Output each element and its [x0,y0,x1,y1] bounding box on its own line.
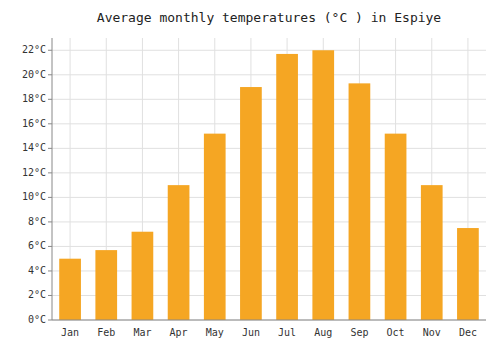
bar [349,83,371,320]
y-tick [48,246,52,247]
x-tick-label: Jan [61,327,79,338]
y-tick [48,320,52,321]
y-tick [48,197,52,198]
y-tick-label: 0°C [28,314,46,325]
bar [95,250,117,320]
grid-line-y [52,320,486,321]
x-ticks: Jan Feb Mar Apr May Jun Jul Aug Sep Oct Nov Dec [61,327,477,338]
y-tick-label: 14°C [22,142,46,153]
y-tick [48,270,52,271]
y-axis-line [52,38,53,320]
y-tick-label: 20°C [22,69,46,80]
bar [312,50,334,320]
y-tick-label: 6°C [28,240,46,251]
x-tick-label: Jun [242,327,260,338]
y-tick-label: 18°C [22,93,46,104]
y-tick-label: 8°C [28,216,46,227]
x-tick-label: Aug [314,327,332,338]
grid-line-y [52,99,486,100]
bars [59,50,479,320]
bar [421,185,443,320]
grid-line-y [52,74,486,75]
x-tick-label: Sep [350,327,368,338]
grid-line-y [52,50,486,51]
bar [457,228,479,320]
bar [59,259,81,320]
y-tick [48,74,52,75]
y-tick-label: 12°C [22,167,46,178]
x-axis-line [52,320,486,321]
y-tick [48,148,52,149]
grid-line-y [52,172,486,173]
x-tick-label: Jul [278,327,296,338]
bar [204,134,226,320]
grid-line-y [52,123,486,124]
bar [276,54,298,320]
grid [52,38,486,320]
y-tick [48,172,52,173]
y-tick-label: 2°C [28,289,46,300]
bar [132,232,154,320]
y-tick-label: 10°C [22,191,46,202]
y-tick [48,50,52,51]
grid-line-y [52,148,486,149]
y-tick [48,295,52,296]
x-tick-label: Mar [133,327,151,338]
y-tick-label: 22°C [22,44,46,55]
y-tick [48,221,52,222]
bar [385,134,407,320]
y-tick-label: 4°C [28,265,46,276]
bar [168,185,190,320]
y-ticks: 0°C 2°C 4°C 6°C 8°C 10°C 12°C 14°C 16°C 18°C 20°C 2… [22,44,52,325]
x-tick-label: Dec [459,327,477,338]
title: Average monthly temperatures (°C ) in Es… [97,10,442,25]
x-tick-label: May [206,327,224,338]
chart: 0°C 2°C 4°C 6°C 8°C 10°C 12°C 14°C 16°C 18°C 20°C 2… [0,0,500,350]
y-tick [48,99,52,100]
y-tick [48,123,52,124]
bar [240,87,262,320]
y-tick-label: 16°C [22,118,46,129]
x-tick-label: Oct [387,327,405,338]
x-tick-label: Apr [170,327,188,338]
x-tick-label: Nov [423,327,441,338]
x-tick-label: Feb [97,327,115,338]
